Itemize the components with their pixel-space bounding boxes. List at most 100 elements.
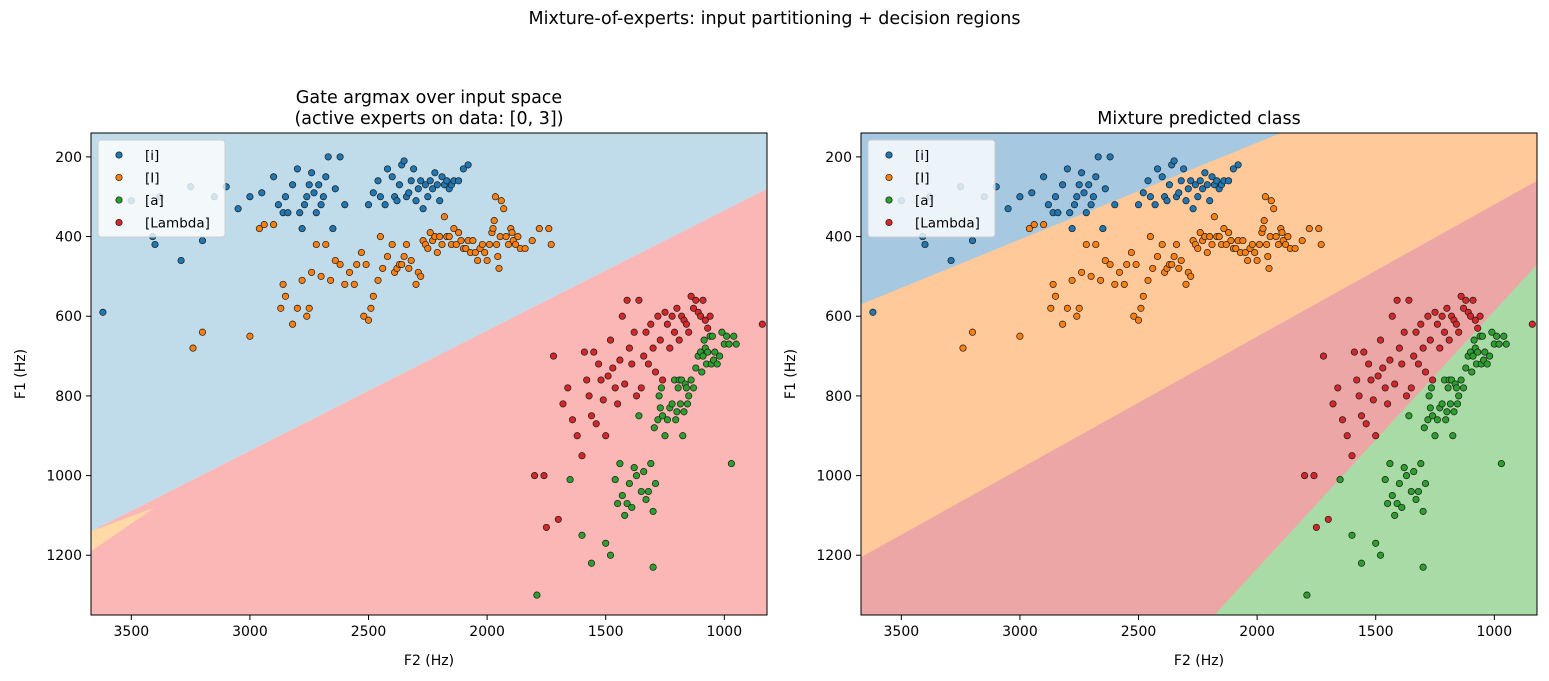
point-I-73 <box>1251 248 1259 257</box>
point-I-32 <box>1146 233 1154 241</box>
point-I-6 <box>277 304 285 312</box>
point-a-9 <box>618 491 626 500</box>
point-i-63 <box>1206 197 1214 205</box>
point-I-74 <box>483 256 491 265</box>
point-Lambda-26 <box>1388 312 1396 320</box>
point-I-23 <box>350 280 358 288</box>
point-a-2 <box>1348 531 1356 539</box>
point-Lambda-34 <box>1407 384 1415 392</box>
point-i-17 <box>284 209 292 217</box>
point-I-1 <box>968 328 977 336</box>
point-I-69 <box>471 248 479 257</box>
point-Lambda-44 <box>661 308 669 316</box>
point-Lambda-54 <box>1455 328 1463 336</box>
point-I-60 <box>1220 225 1228 233</box>
x-tick-label-1500: 1500 <box>1358 624 1394 640</box>
point-I-2 <box>1016 332 1024 340</box>
legend-label-a: [a] <box>915 193 934 209</box>
point-i-43 <box>1158 173 1166 181</box>
point-a-55 <box>700 336 708 344</box>
point-I-49 <box>1194 244 1202 253</box>
point-I-58 <box>1215 233 1223 241</box>
point-Lambda-38 <box>1417 320 1425 328</box>
point-i-23 <box>303 193 311 201</box>
point-a-4 <box>602 539 610 547</box>
point-I-62 <box>455 229 463 237</box>
gate-x-axis-label: F2 (Hz) <box>404 653 454 669</box>
point-a-34 <box>668 400 676 408</box>
point-I-16 <box>1087 272 1095 280</box>
point-i-57 <box>421 181 429 189</box>
point-i-62 <box>433 181 441 189</box>
point-Lambda-59 <box>697 312 705 320</box>
point-Lambda-28 <box>623 296 631 304</box>
point-I-0 <box>959 344 967 352</box>
legend-label-I: [I] <box>145 171 160 187</box>
point-Lambda-8 <box>1343 432 1351 440</box>
point-i-29 <box>1087 201 1095 209</box>
point-a-63 <box>711 348 719 356</box>
point-a-58 <box>1474 348 1482 356</box>
point-Lambda-13 <box>587 412 596 420</box>
point-I-74 <box>1253 256 1261 265</box>
point-a-17 <box>1407 487 1415 496</box>
point-i-64 <box>1208 173 1216 181</box>
point-Lambda-38 <box>647 320 655 328</box>
point-I-34 <box>383 252 392 261</box>
point-I-83 <box>1266 233 1274 241</box>
point-Lambda-21 <box>1376 336 1385 344</box>
point-a-66 <box>718 328 726 336</box>
point-Lambda-14 <box>1360 348 1368 356</box>
point-Lambda-33 <box>1405 296 1413 304</box>
point-Lambda-31 <box>1400 328 1408 336</box>
point-I-69 <box>1241 248 1249 257</box>
point-a-53 <box>698 368 706 376</box>
point-I-78 <box>1260 217 1268 225</box>
point-i-38 <box>369 189 377 197</box>
point-i-46 <box>1165 181 1173 189</box>
point-i-43 <box>388 173 396 181</box>
point-a-1 <box>566 476 574 484</box>
y-tick-label-400: 400 <box>825 230 852 246</box>
point-Lambda-15 <box>1362 420 1370 428</box>
point-Lambda-32 <box>1402 392 1411 400</box>
point-i-10 <box>1004 205 1012 213</box>
point-a-63 <box>1481 348 1489 356</box>
point-I-65 <box>462 244 470 253</box>
point-a-30 <box>659 412 667 420</box>
point-I-95 <box>528 237 536 245</box>
mixture-predicted-subplot: Mixture predicted class 3500 3000 2500 2000… <box>783 109 1538 669</box>
point-i-14 <box>274 201 282 209</box>
point-a-55 <box>1470 336 1478 344</box>
point-i-36 <box>341 201 349 209</box>
point-a-47 <box>685 392 693 400</box>
point-i-48 <box>1170 157 1178 165</box>
point-a-70 <box>1497 460 1505 468</box>
point-Lambda-42 <box>1426 336 1434 344</box>
point-i-54 <box>1184 185 1192 193</box>
point-i-70 <box>455 177 463 185</box>
point-I-56 <box>1210 213 1218 221</box>
point-I-63 <box>457 237 465 245</box>
point-a-64 <box>1483 360 1491 368</box>
point-I-4 <box>1030 221 1038 229</box>
point-Lambda-9 <box>578 452 586 460</box>
point-i-20 <box>1066 209 1074 217</box>
point-i-63 <box>436 197 444 205</box>
point-i-50 <box>405 189 413 197</box>
point-a-54 <box>699 352 707 360</box>
point-I-25 <box>357 248 365 257</box>
point-Lambda-44 <box>1431 308 1439 316</box>
point-a-68 <box>723 332 731 340</box>
point-I-55 <box>1208 240 1216 249</box>
point-I-10 <box>1063 304 1071 312</box>
point-Lambda-27 <box>621 380 629 388</box>
point-a-25 <box>651 479 660 488</box>
point-Lambda-57 <box>692 296 700 304</box>
gate-y-axis-label: F1 (Hz) <box>13 349 29 399</box>
point-I-34 <box>1153 252 1162 261</box>
point-Lambda-55 <box>1457 292 1465 300</box>
mixture-y-axis-label: F1 (Hz) <box>783 349 799 399</box>
point-Lambda-56 <box>1459 304 1468 312</box>
point-Lambda-31 <box>630 328 638 336</box>
